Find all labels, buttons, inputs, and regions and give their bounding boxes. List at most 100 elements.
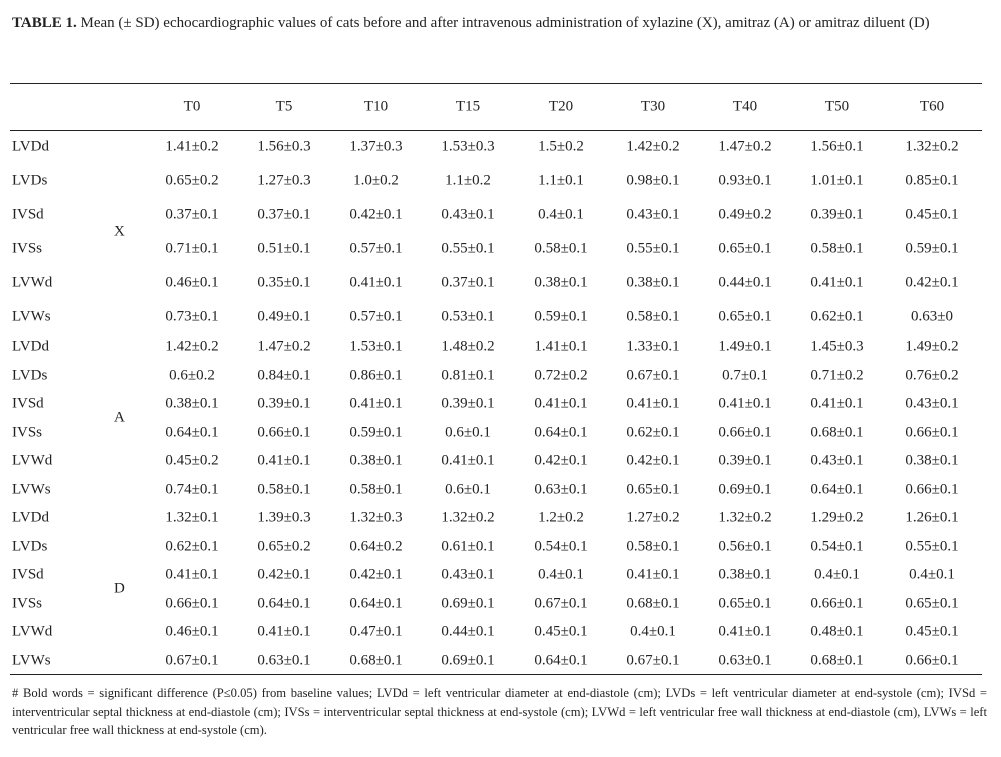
table-cell: 0.66±0.1 xyxy=(905,481,959,497)
table-cell: 1.47±0.2 xyxy=(718,138,772,155)
table-cell: 0.65±0.1 xyxy=(718,240,772,257)
table-cell: 0.71±0.1 xyxy=(165,240,219,257)
table-cell: 0.46±0.1 xyxy=(165,623,219,640)
table-cell: 0.93±0.1 xyxy=(718,172,772,189)
table-cell: 0.64±0.1 xyxy=(349,595,403,611)
table-cell: 1.32±0.3 xyxy=(349,509,403,526)
table-cell: 0.41±0.1 xyxy=(349,395,403,412)
table-cell: 0.67±0.1 xyxy=(626,652,680,668)
table-cell: 0.42±0.1 xyxy=(257,566,311,583)
table-cell: 0.42±0.1 xyxy=(349,566,403,583)
table-cell: 0.38±0.1 xyxy=(165,395,219,412)
table-cell: 1.5±0.2 xyxy=(538,138,584,155)
table-cell: 0.65±0.1 xyxy=(718,595,772,611)
table-cell: 0.4±0.1 xyxy=(538,566,584,583)
column-header-T50: T50 xyxy=(824,98,850,115)
table-cell: 0.66±0.1 xyxy=(810,595,864,611)
table-cell: 0.63±0.1 xyxy=(534,481,588,497)
table-cell: 0.63±0.1 xyxy=(257,652,311,668)
table-cell: 0.76±0.2 xyxy=(905,367,959,383)
table-cell: 0.64±0.2 xyxy=(349,538,403,554)
table-caption: TABLE 1. Mean (± SD) echocardiographic v… xyxy=(12,12,987,34)
table-cell: 0.65±0.1 xyxy=(718,308,772,325)
row-param-label: LVWd xyxy=(12,623,53,640)
table-cell: 0.6±0.1 xyxy=(445,424,491,440)
table-cell: 0.39±0.1 xyxy=(441,395,495,412)
table-cell: 0.86±0.1 xyxy=(349,367,403,383)
table-cell: 0.47±0.1 xyxy=(349,623,403,640)
table-cell: 0.44±0.1 xyxy=(441,623,495,640)
table-cell: 0.74±0.1 xyxy=(165,481,219,497)
table-cell: 1.32±0.1 xyxy=(165,509,219,526)
table-cell: 0.45±0.1 xyxy=(905,623,959,640)
table-cell: 0.42±0.1 xyxy=(905,274,959,291)
table-cell: 0.41±0.1 xyxy=(626,566,680,583)
table-cell: 0.41±0.1 xyxy=(810,395,864,412)
row-param-label: LVWs xyxy=(12,481,51,497)
table-cell: 0.41±0.1 xyxy=(349,274,403,291)
row-param-label: LVWs xyxy=(12,652,51,668)
table-cell: 0.41±0.1 xyxy=(257,452,311,469)
row-param-label: LVWs xyxy=(12,308,51,325)
table-cell: 0.41±0.1 xyxy=(718,623,772,640)
header-rule xyxy=(10,130,982,131)
table-cell: 1.56±0.1 xyxy=(810,138,864,155)
table-cell: 0.37±0.1 xyxy=(165,206,219,223)
table-cell: 0.65±0.1 xyxy=(626,481,680,497)
table-cell: 0.58±0.1 xyxy=(810,240,864,257)
table-cell: 1.49±0.1 xyxy=(718,338,772,355)
table-cell: 0.38±0.1 xyxy=(718,566,772,583)
table-cell: 0.41±0.1 xyxy=(718,395,772,412)
table-cell: 1.39±0.3 xyxy=(257,509,311,526)
row-param-label: IVSs xyxy=(12,424,43,440)
table-cell: 0.53±0.1 xyxy=(441,308,495,325)
table-cell: 0.43±0.1 xyxy=(626,206,680,223)
column-header-T30: T30 xyxy=(640,98,666,115)
table-cell: 1.42±0.2 xyxy=(165,338,219,355)
table-cell: 0.62±0.1 xyxy=(165,538,219,554)
table-cell: 0.46±0.1 xyxy=(165,274,219,291)
table-cell: 1.27±0.2 xyxy=(626,509,680,526)
table-cell: 0.41±0.1 xyxy=(441,452,495,469)
row-param-label: IVSs xyxy=(12,595,43,611)
table-cell: 0.41±0.1 xyxy=(165,566,219,583)
table-cell: 0.38±0.1 xyxy=(626,274,680,291)
table-cell: 0.65±0.2 xyxy=(165,172,219,189)
column-header-T20: T20 xyxy=(548,98,574,115)
table-cell: 0.49±0.2 xyxy=(718,206,772,223)
table-cell: 0.42±0.1 xyxy=(349,206,403,223)
table-cell: 0.69±0.1 xyxy=(718,481,772,497)
table-cell: 1.32±0.2 xyxy=(905,138,959,155)
table-cell: 1.56±0.3 xyxy=(257,138,311,155)
table-cell: 0.64±0.1 xyxy=(257,595,311,611)
table-cell: 0.98±0.1 xyxy=(626,172,680,189)
table-cell: 0.39±0.1 xyxy=(810,206,864,223)
table-cell: 0.55±0.1 xyxy=(626,240,680,257)
table-cell: 0.49±0.1 xyxy=(257,308,311,325)
table-cell: 0.68±0.1 xyxy=(810,424,864,440)
table-cell: 0.41±0.1 xyxy=(257,623,311,640)
table-cell: 0.54±0.1 xyxy=(534,538,588,554)
table-cell: 1.26±0.1 xyxy=(905,509,959,526)
table-cell: 0.37±0.1 xyxy=(441,274,495,291)
table-cell: 0.73±0.1 xyxy=(165,308,219,325)
table-cell: 0.45±0.1 xyxy=(534,623,588,640)
table-cell: 0.51±0.1 xyxy=(257,240,311,257)
table-cell: 1.32±0.2 xyxy=(718,509,772,526)
table-cell: 1.49±0.2 xyxy=(905,338,959,355)
table-cell: 0.64±0.1 xyxy=(810,481,864,497)
table-cell: 0.44±0.1 xyxy=(718,274,772,291)
bottom-rule xyxy=(10,674,982,675)
row-param-label: LVDs xyxy=(12,367,48,383)
table-cell: 0.58±0.1 xyxy=(626,308,680,325)
table-cell: 1.33±0.1 xyxy=(626,338,680,355)
table-cell: 0.41±0.1 xyxy=(810,274,864,291)
table-cell: 0.38±0.1 xyxy=(905,452,959,469)
table-cell: 0.45±0.2 xyxy=(165,452,219,469)
table-cell: 0.68±0.1 xyxy=(810,652,864,668)
table-cell: 0.84±0.1 xyxy=(257,367,311,383)
group-label-D: D xyxy=(114,580,125,597)
table-cell: 0.39±0.1 xyxy=(257,395,311,412)
table-cell: 0.59±0.1 xyxy=(905,240,959,257)
table-cell: 0.37±0.1 xyxy=(257,206,311,223)
